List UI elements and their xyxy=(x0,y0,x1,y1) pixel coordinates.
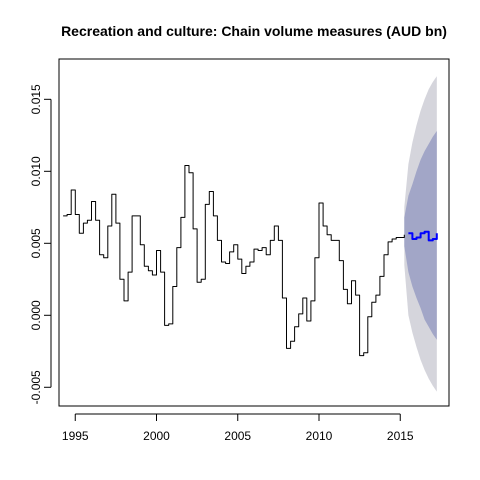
y-tick-label: 0.005 xyxy=(29,228,43,258)
series-lines xyxy=(63,165,438,357)
y-tick-label: -0.005 xyxy=(29,370,43,404)
x-tick-label: 1995 xyxy=(62,429,89,443)
y-tick-label: 0.015 xyxy=(29,84,43,114)
observed-series-line xyxy=(63,165,405,357)
x-axis: 1995 2000 2005 2010 2015 xyxy=(62,413,414,443)
y-tick-label: 0.010 xyxy=(29,156,43,186)
y-tick-label: 0.000 xyxy=(29,300,43,330)
x-tick-label: 2005 xyxy=(224,429,251,443)
y-axis: -0.005 0.000 0.005 0.010 0.015 xyxy=(29,84,52,404)
chart-title: Recreation and culture: Chain volume mea… xyxy=(61,23,447,39)
x-tick-label: 2000 xyxy=(143,429,170,443)
x-tick-label: 2010 xyxy=(306,429,333,443)
x-tick-label: 2015 xyxy=(387,429,414,443)
plot-frame xyxy=(58,58,450,407)
forecast-series-line xyxy=(408,230,438,242)
